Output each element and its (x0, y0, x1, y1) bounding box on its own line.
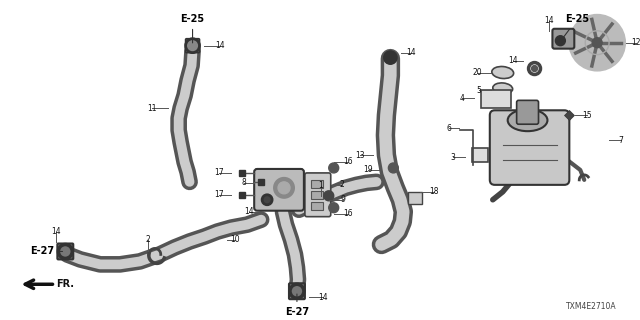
Text: 16: 16 (343, 157, 353, 166)
Bar (311, 180, 323, 188)
Text: 14: 14 (318, 293, 328, 302)
Circle shape (324, 191, 333, 201)
Bar (311, 202, 323, 210)
Text: 19: 19 (363, 165, 372, 174)
Text: 8: 8 (242, 178, 246, 188)
Ellipse shape (508, 109, 547, 131)
Text: 1: 1 (319, 181, 323, 190)
Text: 13: 13 (355, 150, 364, 160)
Text: 7: 7 (619, 136, 623, 145)
Text: 6: 6 (447, 124, 451, 133)
Ellipse shape (492, 67, 514, 78)
Text: 17: 17 (214, 190, 224, 199)
Text: 14: 14 (216, 41, 225, 50)
Circle shape (388, 163, 398, 173)
Text: 14: 14 (508, 56, 518, 65)
Text: 9: 9 (340, 195, 345, 204)
Text: 10: 10 (230, 235, 240, 244)
Circle shape (278, 182, 290, 194)
Text: 17: 17 (214, 168, 224, 177)
Text: 15: 15 (582, 111, 592, 120)
FancyBboxPatch shape (552, 29, 574, 49)
Text: 16: 16 (343, 209, 353, 218)
Circle shape (592, 38, 602, 48)
Circle shape (556, 36, 565, 46)
Text: 14: 14 (406, 48, 416, 57)
Bar (472, 148, 488, 162)
Text: E-27: E-27 (30, 246, 63, 256)
Text: 2: 2 (145, 235, 150, 244)
Text: 4: 4 (460, 94, 465, 103)
Text: 14: 14 (244, 207, 254, 216)
Circle shape (532, 66, 538, 72)
Ellipse shape (493, 83, 513, 94)
Circle shape (570, 15, 625, 70)
Text: E-27: E-27 (285, 294, 309, 317)
Text: E-25: E-25 (564, 14, 589, 36)
Text: 18: 18 (429, 187, 439, 196)
Text: 11: 11 (147, 104, 157, 113)
Circle shape (329, 163, 339, 173)
Text: 3: 3 (451, 153, 456, 162)
Text: FR.: FR. (56, 279, 74, 289)
Text: 12: 12 (631, 38, 640, 47)
Text: 14: 14 (52, 227, 61, 236)
Bar (408, 192, 422, 204)
FancyBboxPatch shape (254, 169, 304, 211)
FancyBboxPatch shape (516, 100, 538, 124)
FancyBboxPatch shape (58, 244, 73, 260)
Bar (311, 191, 323, 199)
Text: E-25: E-25 (180, 14, 205, 43)
FancyBboxPatch shape (481, 91, 511, 108)
FancyBboxPatch shape (186, 39, 200, 52)
Circle shape (329, 203, 339, 213)
Circle shape (274, 178, 294, 198)
Text: 2: 2 (339, 180, 344, 189)
Text: TXM4E2710A: TXM4E2710A (566, 302, 617, 311)
FancyBboxPatch shape (289, 283, 305, 299)
Text: 20: 20 (472, 68, 482, 77)
FancyBboxPatch shape (490, 110, 570, 185)
Text: 5: 5 (476, 86, 481, 95)
Circle shape (385, 52, 396, 64)
FancyBboxPatch shape (305, 173, 331, 217)
Circle shape (262, 195, 272, 205)
Text: 14: 14 (545, 16, 554, 25)
